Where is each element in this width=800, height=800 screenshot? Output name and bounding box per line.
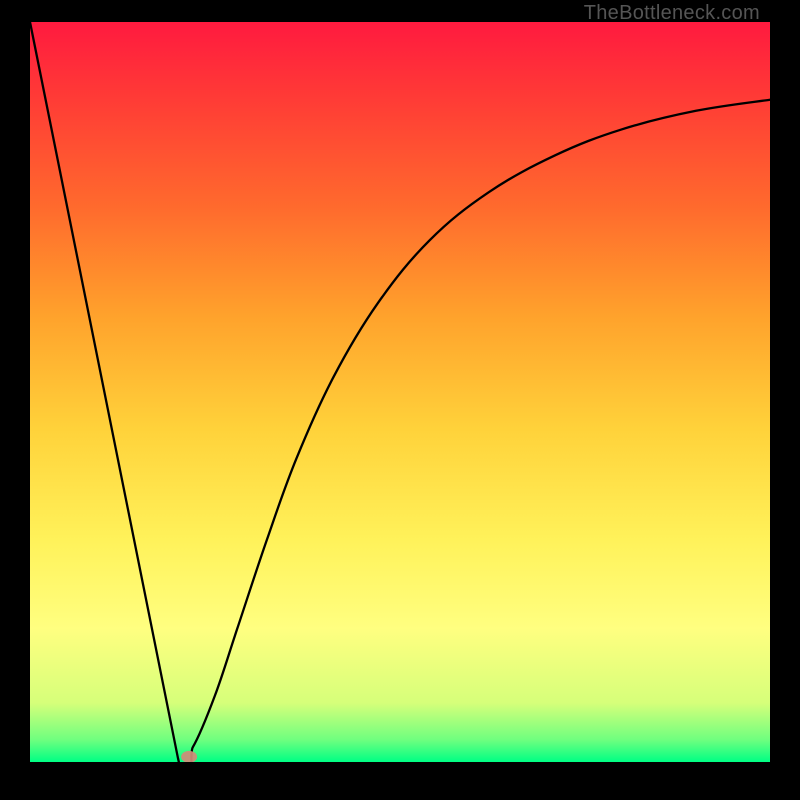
chart-svg — [30, 22, 770, 762]
gradient-background — [30, 22, 770, 762]
watermark-text: TheBottleneck.com — [584, 2, 760, 25]
chart-frame: TheBottleneck.com — [0, 0, 800, 800]
plot-area — [30, 22, 770, 762]
